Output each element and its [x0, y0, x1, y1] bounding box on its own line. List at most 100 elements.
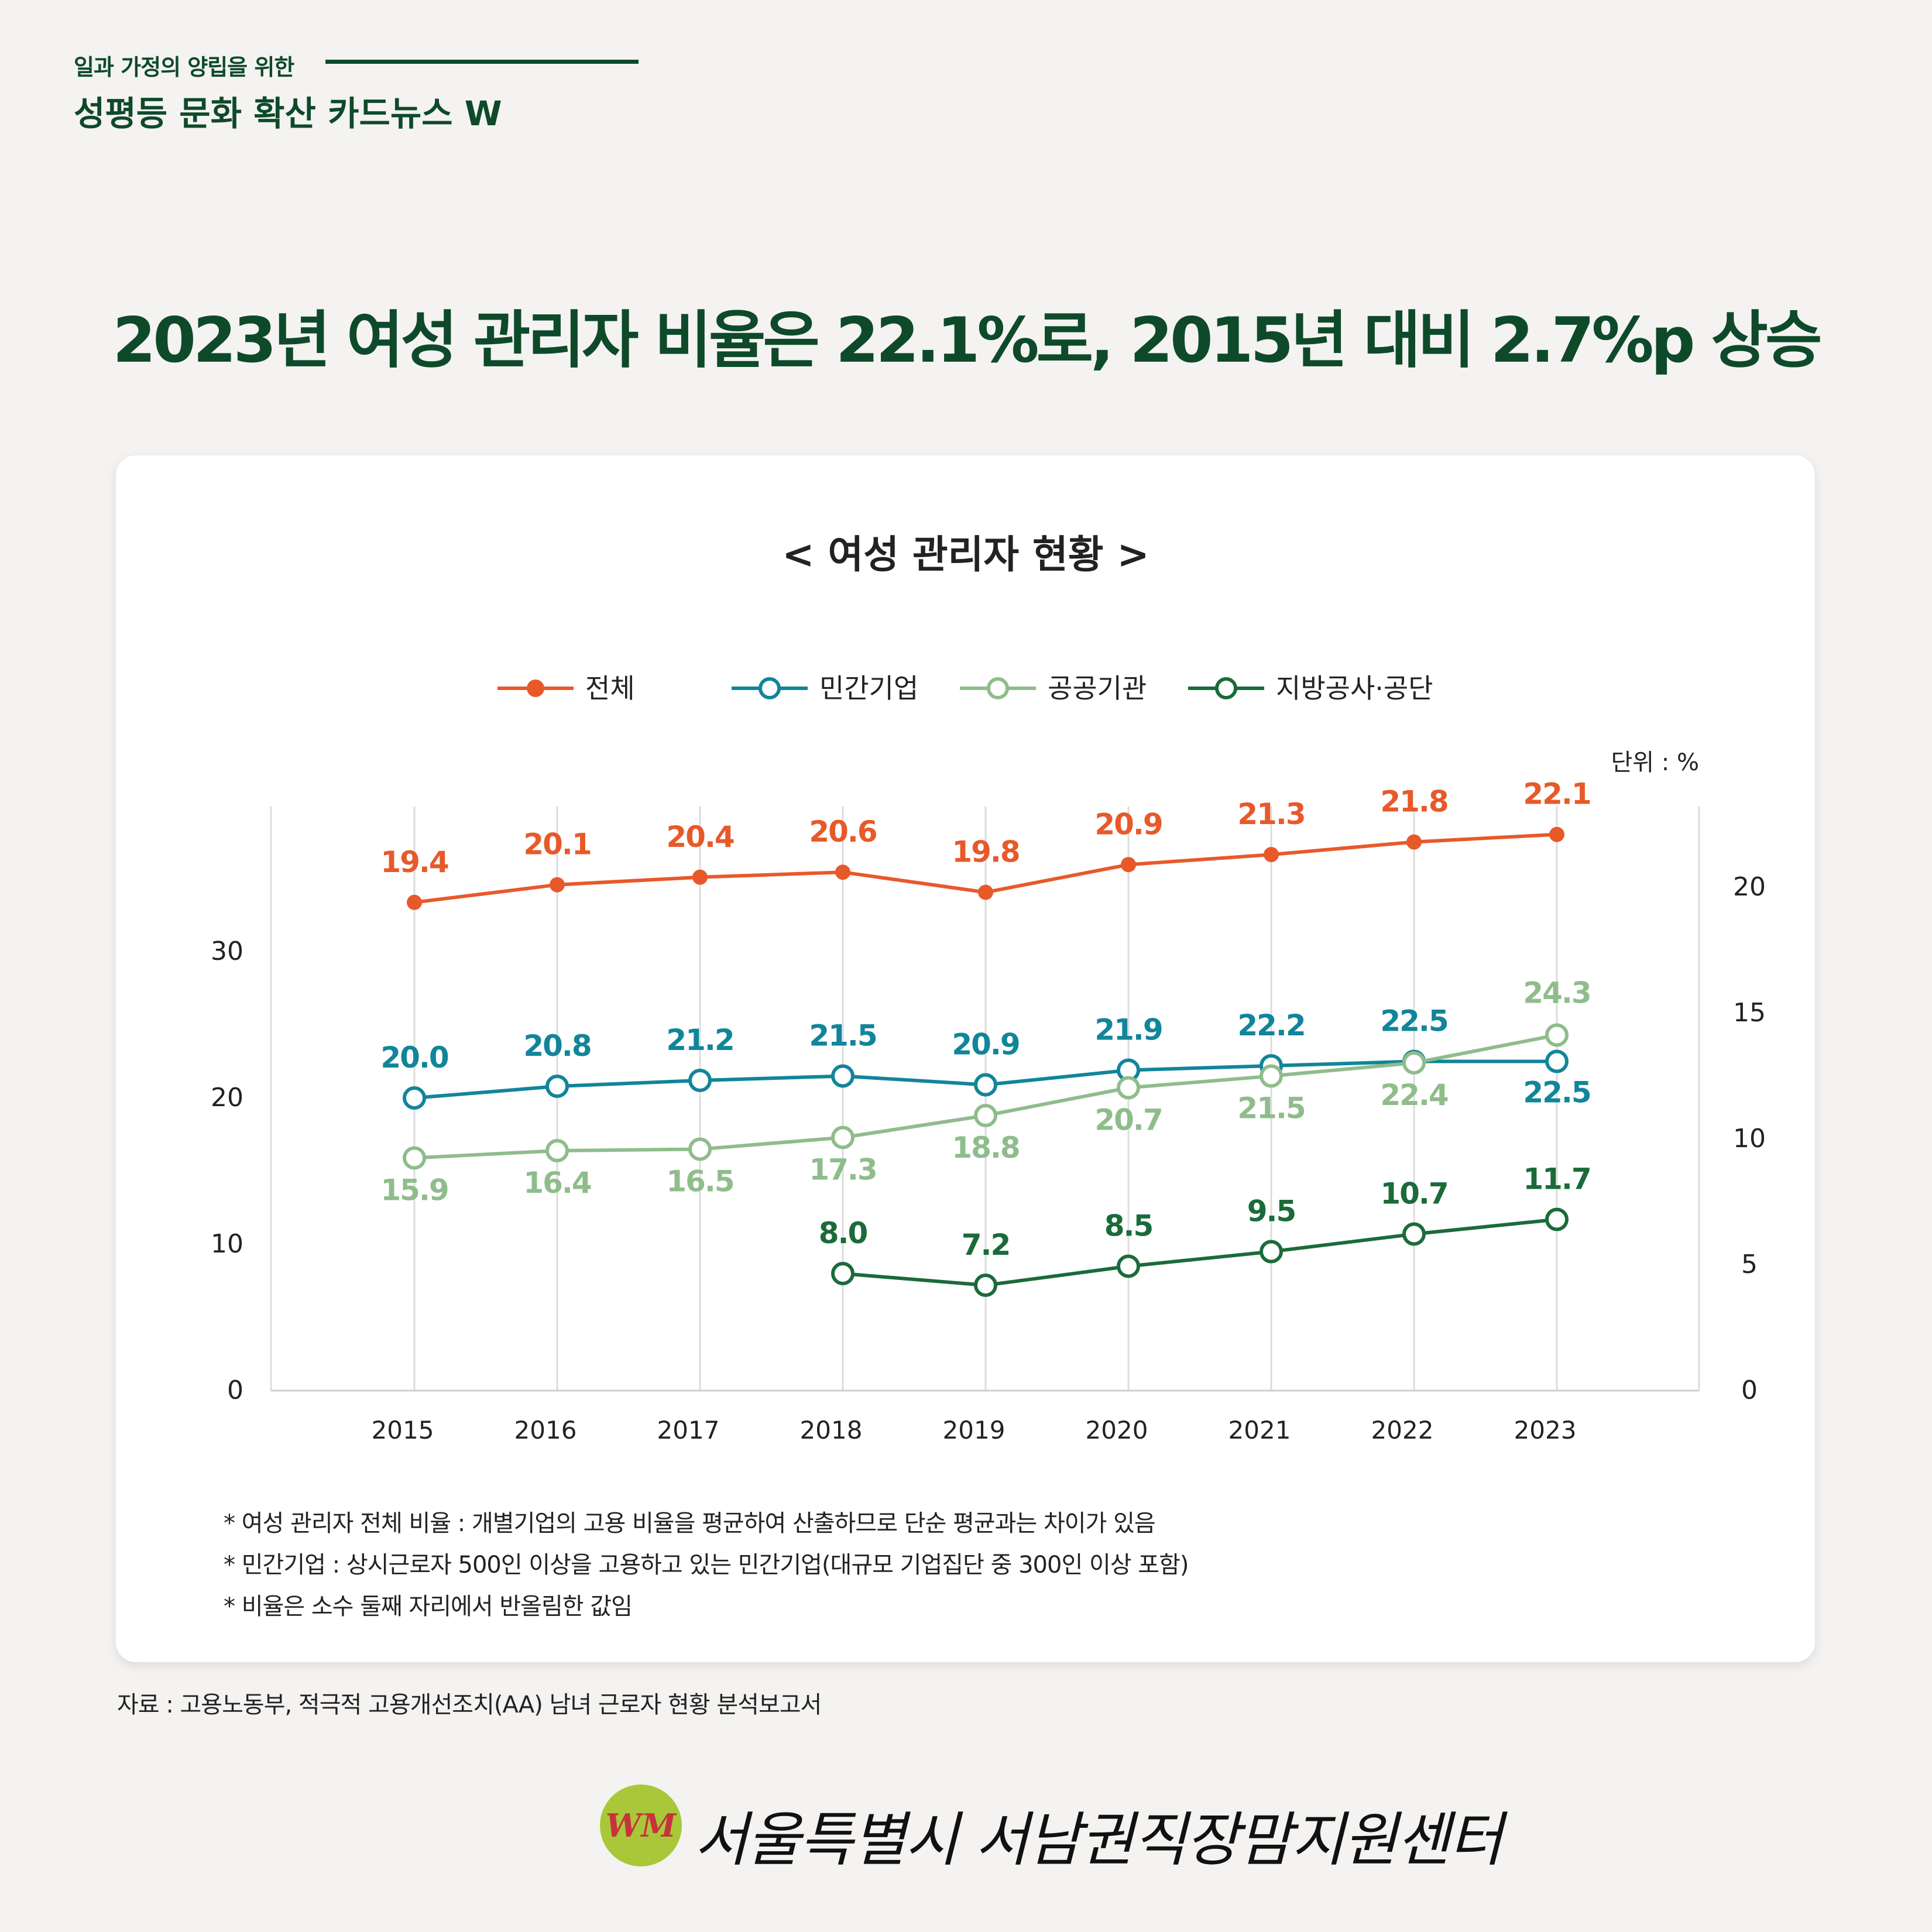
data-point-total [550, 877, 565, 893]
left-y-tick-label: 0 [227, 1375, 243, 1405]
x-tick-label: 2018 [800, 1416, 863, 1444]
right-y-tick-label: 15 [1733, 998, 1766, 1028]
right-y-tick-label: 20 [1733, 872, 1766, 902]
data-label-total: 20.9 [1094, 807, 1162, 841]
data-label-total: 20.1 [523, 828, 591, 862]
data-point-local [1545, 1207, 1569, 1231]
legend-item-public: 공공기관 [960, 672, 1147, 704]
footnotes: * 여성 관리자 전체 비율 : 개별기업의 고용 비율을 평균하여 산출하므로… [224, 1503, 1189, 1628]
data-point-local [974, 1274, 997, 1297]
data-point-total [407, 894, 422, 910]
header: 일과 가정의 양립을 위한 성평등 문화 확산 카드뉴스 W [74, 49, 639, 135]
data-label-total: 22.1 [1523, 777, 1590, 811]
data-label-public: 22.4 [1380, 1078, 1448, 1112]
left-y-tick-label: 10 [211, 1229, 243, 1259]
data-label-total: 21.8 [1380, 785, 1447, 819]
legend-marker [759, 677, 781, 699]
data-label-public: 20.7 [1094, 1103, 1162, 1137]
data-label-local: 10.7 [1380, 1177, 1447, 1211]
data-point-total [1406, 834, 1422, 850]
data-point-total [1121, 857, 1136, 873]
legend-marker [1215, 677, 1237, 699]
data-label-private: 21.9 [1094, 1013, 1162, 1047]
x-tick-label: 2016 [514, 1416, 577, 1444]
right-y-tick-label: 5 [1741, 1250, 1758, 1279]
legend-item-local: 지방공사·공단 [1188, 672, 1433, 704]
data-label-local: 8.5 [1104, 1209, 1153, 1243]
data-label-private: 22.5 [1523, 1076, 1590, 1110]
data-point-public [974, 1104, 997, 1127]
data-label-total: 19.8 [952, 835, 1019, 869]
legend-label: 민간기업 [819, 672, 918, 704]
chart-card: < 여성 관리자 현황 > 전체 민간기업 공공기관 지방공사·공단 단위 : % 2… [116, 455, 1815, 1662]
legend-label: 지방공사·공단 [1276, 672, 1433, 704]
x-tick-label: 2015 [372, 1416, 434, 1444]
series-line-local [842, 1217, 1557, 1288]
data-label-private: 20.8 [523, 1029, 591, 1063]
data-label-local: 8.0 [819, 1216, 867, 1250]
data-point-public [1117, 1076, 1140, 1100]
data-point-private [403, 1086, 426, 1110]
legend: 전체 민간기업 공공기관 지방공사·공단 [497, 672, 1433, 704]
data-label-public: 18.8 [952, 1131, 1019, 1165]
data-label-public: 24.3 [1523, 976, 1590, 1010]
data-point-public [1545, 1023, 1569, 1047]
series-layer: 19.4 20.1 20.4 20.6 19.8 20.9 21.3 21.8 22.1 20.0… [380, 777, 1592, 1297]
data-point-public [688, 1137, 712, 1161]
header-subtitle: 일과 가정의 양립을 위한 [74, 54, 294, 80]
legend-label: 전체 [585, 672, 635, 704]
x-tick-label: 2023 [1514, 1416, 1577, 1444]
data-label-total: 20.4 [666, 820, 734, 854]
left-y-tick-label: 20 [211, 1083, 243, 1113]
right-y-tick-label: 0 [1741, 1375, 1758, 1405]
data-label-total: 20.6 [809, 815, 877, 849]
data-label-private: 21.5 [809, 1019, 876, 1053]
footnote: * 여성 관리자 전체 비율 : 개별기업의 고용 비율을 평균하여 산출하므로… [224, 1510, 1156, 1537]
data-point-private [545, 1075, 569, 1098]
footnote: * 비율은 소수 둘째 자리에서 반올림한 값임 [224, 1593, 633, 1620]
data-label-private: 21.2 [666, 1023, 733, 1057]
series-local: 8.0 7.2 8.5 9.5 10.7 11.7 [819, 1162, 1592, 1297]
data-label-local: 9.5 [1247, 1195, 1296, 1228]
source-note: 자료 : 고용노동부, 적극적 고용개선조치(AA) 남녀 근로자 현황 분석보… [117, 1691, 822, 1718]
data-label-local: 11.7 [1523, 1162, 1590, 1196]
legend-item-total: 전체 [497, 672, 635, 704]
x-tick-label: 2019 [943, 1416, 1006, 1444]
header-title: 성평등 문화 확산 카드뉴스 W [74, 94, 502, 133]
data-point-public [831, 1125, 855, 1149]
data-point-private [1545, 1049, 1569, 1073]
data-label-local: 7.2 [962, 1228, 1010, 1262]
x-tick-label: 2017 [657, 1416, 720, 1444]
data-point-private [831, 1064, 855, 1088]
line-chart: < 여성 관리자 현황 > 전체 민간기업 공공기관 지방공사·공단 단위 : % 2… [211, 532, 1766, 1444]
data-label-public: 16.5 [666, 1165, 733, 1199]
data-point-total [1264, 847, 1279, 863]
data-point-total [692, 869, 708, 885]
header-rule [325, 60, 639, 64]
data-label-public: 17.3 [809, 1153, 876, 1187]
x-tick-label: 2020 [1086, 1416, 1148, 1444]
data-point-total [978, 884, 993, 900]
headline: 2023년 여성 관리자 비율은 22.1%로, 2015년 대비 2.7%p … [112, 304, 1823, 376]
logo-org-name: 서울특별시 서남권직장맘지원센터 [694, 1806, 1503, 1874]
data-point-total [1549, 826, 1564, 842]
data-label-public: 21.5 [1237, 1092, 1305, 1125]
data-label-public: 15.9 [380, 1173, 448, 1207]
series-total: 19.4 20.1 20.4 20.6 19.8 20.9 21.3 21.8 22.1 [380, 777, 1592, 910]
data-point-private [688, 1069, 712, 1092]
legend-item-private: 민간기업 [732, 672, 918, 704]
data-point-private [974, 1073, 997, 1097]
data-label-total: 21.3 [1237, 797, 1305, 831]
data-point-public [1260, 1064, 1283, 1088]
footnote: * 민간기업 : 상시근로자 500인 이상을 고용하고 있는 민간기업(대규모… [224, 1552, 1189, 1578]
x-tick-label: 2022 [1371, 1416, 1434, 1444]
legend-label: 공공기관 [1048, 672, 1147, 704]
data-point-public [1402, 1051, 1426, 1075]
x-tick-label: 2021 [1228, 1416, 1291, 1444]
data-label-private: 20.0 [380, 1041, 448, 1075]
data-point-public [403, 1146, 426, 1170]
data-label-private: 20.9 [952, 1028, 1019, 1062]
legend-marker [527, 680, 544, 697]
legend-marker [987, 677, 1009, 699]
data-point-local [1260, 1240, 1283, 1264]
